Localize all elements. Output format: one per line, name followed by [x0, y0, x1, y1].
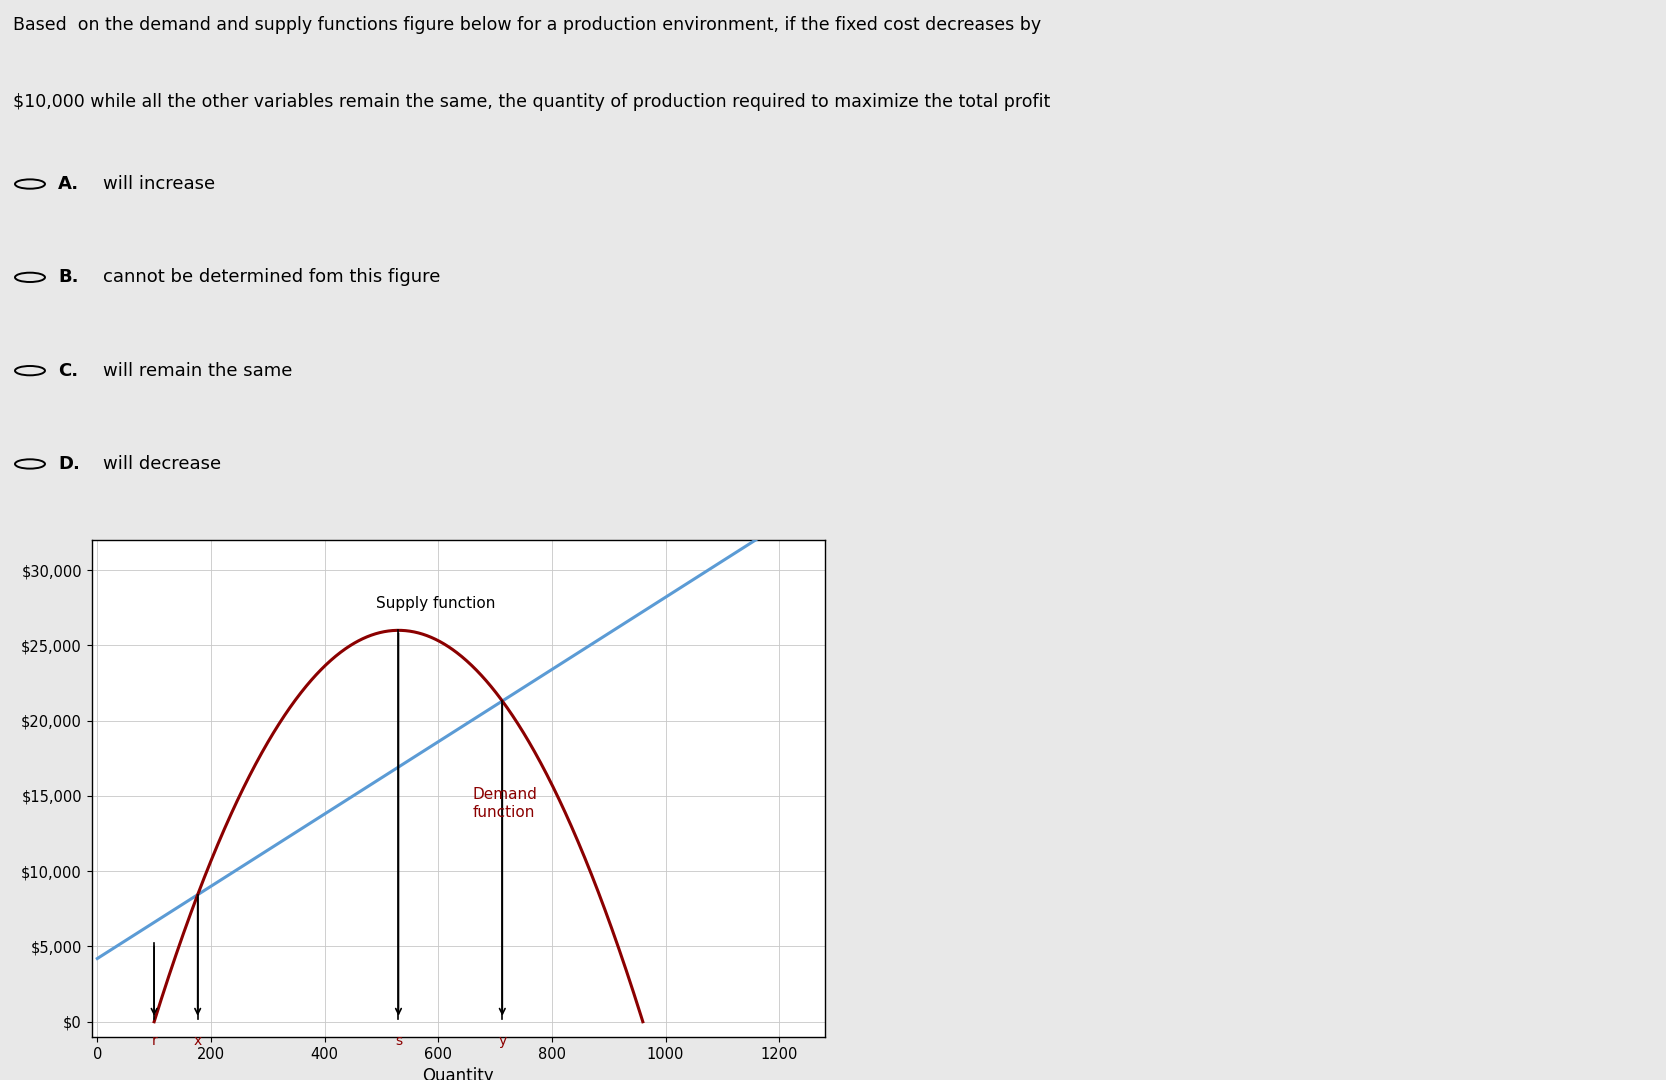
Text: x: x: [193, 1034, 202, 1048]
Text: Based  on the demand and supply functions figure below for a production environm: Based on the demand and supply functions…: [13, 15, 1041, 33]
Text: Demand
function: Demand function: [473, 787, 536, 820]
Text: C.: C.: [58, 362, 78, 380]
Text: B.: B.: [58, 268, 78, 286]
Text: will decrease: will decrease: [103, 455, 222, 473]
Text: s: s: [395, 1034, 402, 1048]
Text: D.: D.: [58, 455, 80, 473]
Text: will increase: will increase: [103, 175, 215, 193]
Text: y: y: [498, 1034, 506, 1048]
Text: r: r: [152, 1034, 157, 1048]
X-axis label: Quantity: Quantity: [423, 1067, 493, 1080]
Text: $10,000 while all the other variables remain the same, the quantity of productio: $10,000 while all the other variables re…: [13, 93, 1051, 111]
Text: Supply function: Supply function: [377, 596, 495, 610]
Text: will remain the same: will remain the same: [103, 362, 293, 380]
Text: cannot be determined fom this figure: cannot be determined fom this figure: [103, 268, 441, 286]
Text: A.: A.: [58, 175, 80, 193]
